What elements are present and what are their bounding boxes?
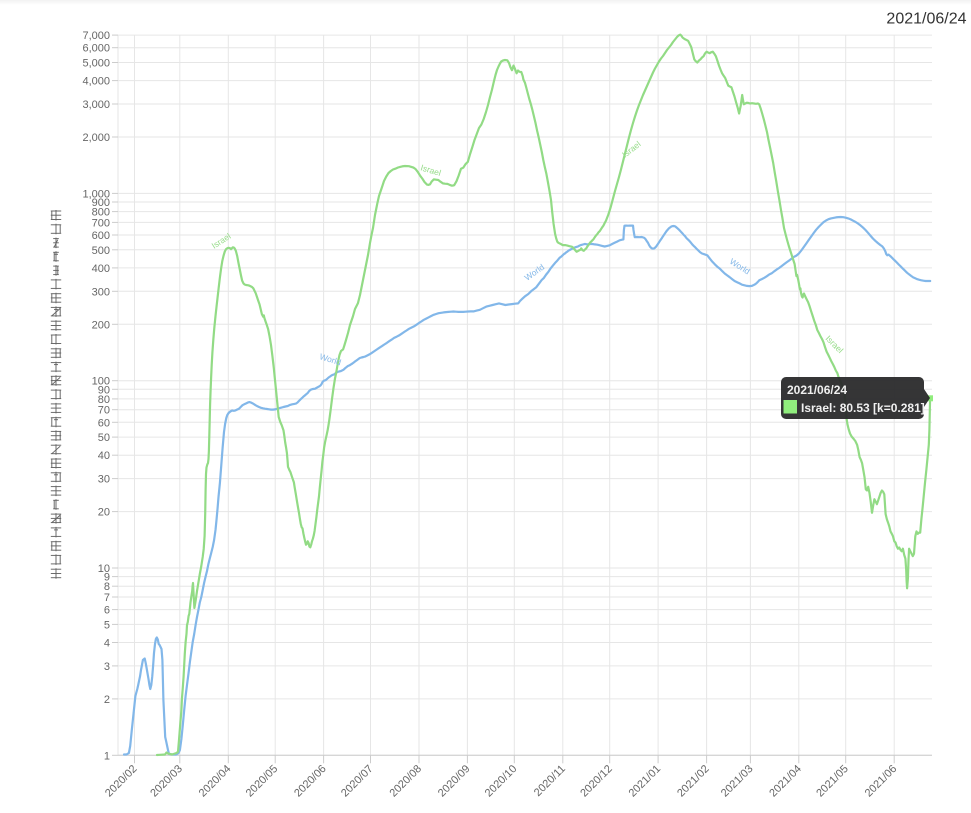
svg-text:6: 6 <box>104 605 110 617</box>
svg-text:20: 20 <box>98 507 110 519</box>
svg-text:7: 7 <box>104 592 110 604</box>
svg-text:3: 3 <box>104 661 110 673</box>
svg-text:4,000: 4,000 <box>82 76 110 88</box>
svg-text:300: 300 <box>92 286 110 298</box>
svg-text:90: 90 <box>98 384 110 396</box>
svg-text:600: 600 <box>92 230 110 242</box>
svg-text:10: 10 <box>98 563 110 575</box>
svg-text:500: 500 <box>92 245 110 257</box>
svg-text:2: 2 <box>104 694 110 706</box>
svg-text:2021/06/24: 2021/06/24 <box>886 11 966 28</box>
svg-text:6,000: 6,000 <box>82 43 110 55</box>
svg-text:700: 700 <box>92 217 110 229</box>
svg-text:7,000: 7,000 <box>82 30 110 42</box>
svg-text:400: 400 <box>92 263 110 275</box>
svg-text:4: 4 <box>104 638 110 650</box>
svg-text:2021/06/24: 2021/06/24 <box>787 383 847 397</box>
svg-text:200: 200 <box>92 319 110 331</box>
svg-text:30: 30 <box>98 474 110 486</box>
svg-text:100: 100 <box>92 376 110 388</box>
svg-text:1: 1 <box>104 750 110 762</box>
svg-text:40: 40 <box>98 450 110 462</box>
svg-text:1,000: 1,000 <box>82 188 110 200</box>
svg-text:2,000: 2,000 <box>82 132 110 144</box>
svg-text:9: 9 <box>104 572 110 584</box>
svg-text:5: 5 <box>104 619 110 631</box>
svg-text:Israel: 80.53 [k=0.281]: Israel: 80.53 [k=0.281] <box>801 401 925 415</box>
svg-text:800: 800 <box>92 207 110 219</box>
svg-text:50: 50 <box>98 432 110 444</box>
svg-text:70: 70 <box>98 405 110 417</box>
svg-text:5,000: 5,000 <box>82 58 110 70</box>
svg-text:3,000: 3,000 <box>82 99 110 111</box>
svg-text:60: 60 <box>98 417 110 429</box>
svg-text:80: 80 <box>98 394 110 406</box>
svg-text:8: 8 <box>104 581 110 593</box>
svg-text:900: 900 <box>92 197 110 209</box>
